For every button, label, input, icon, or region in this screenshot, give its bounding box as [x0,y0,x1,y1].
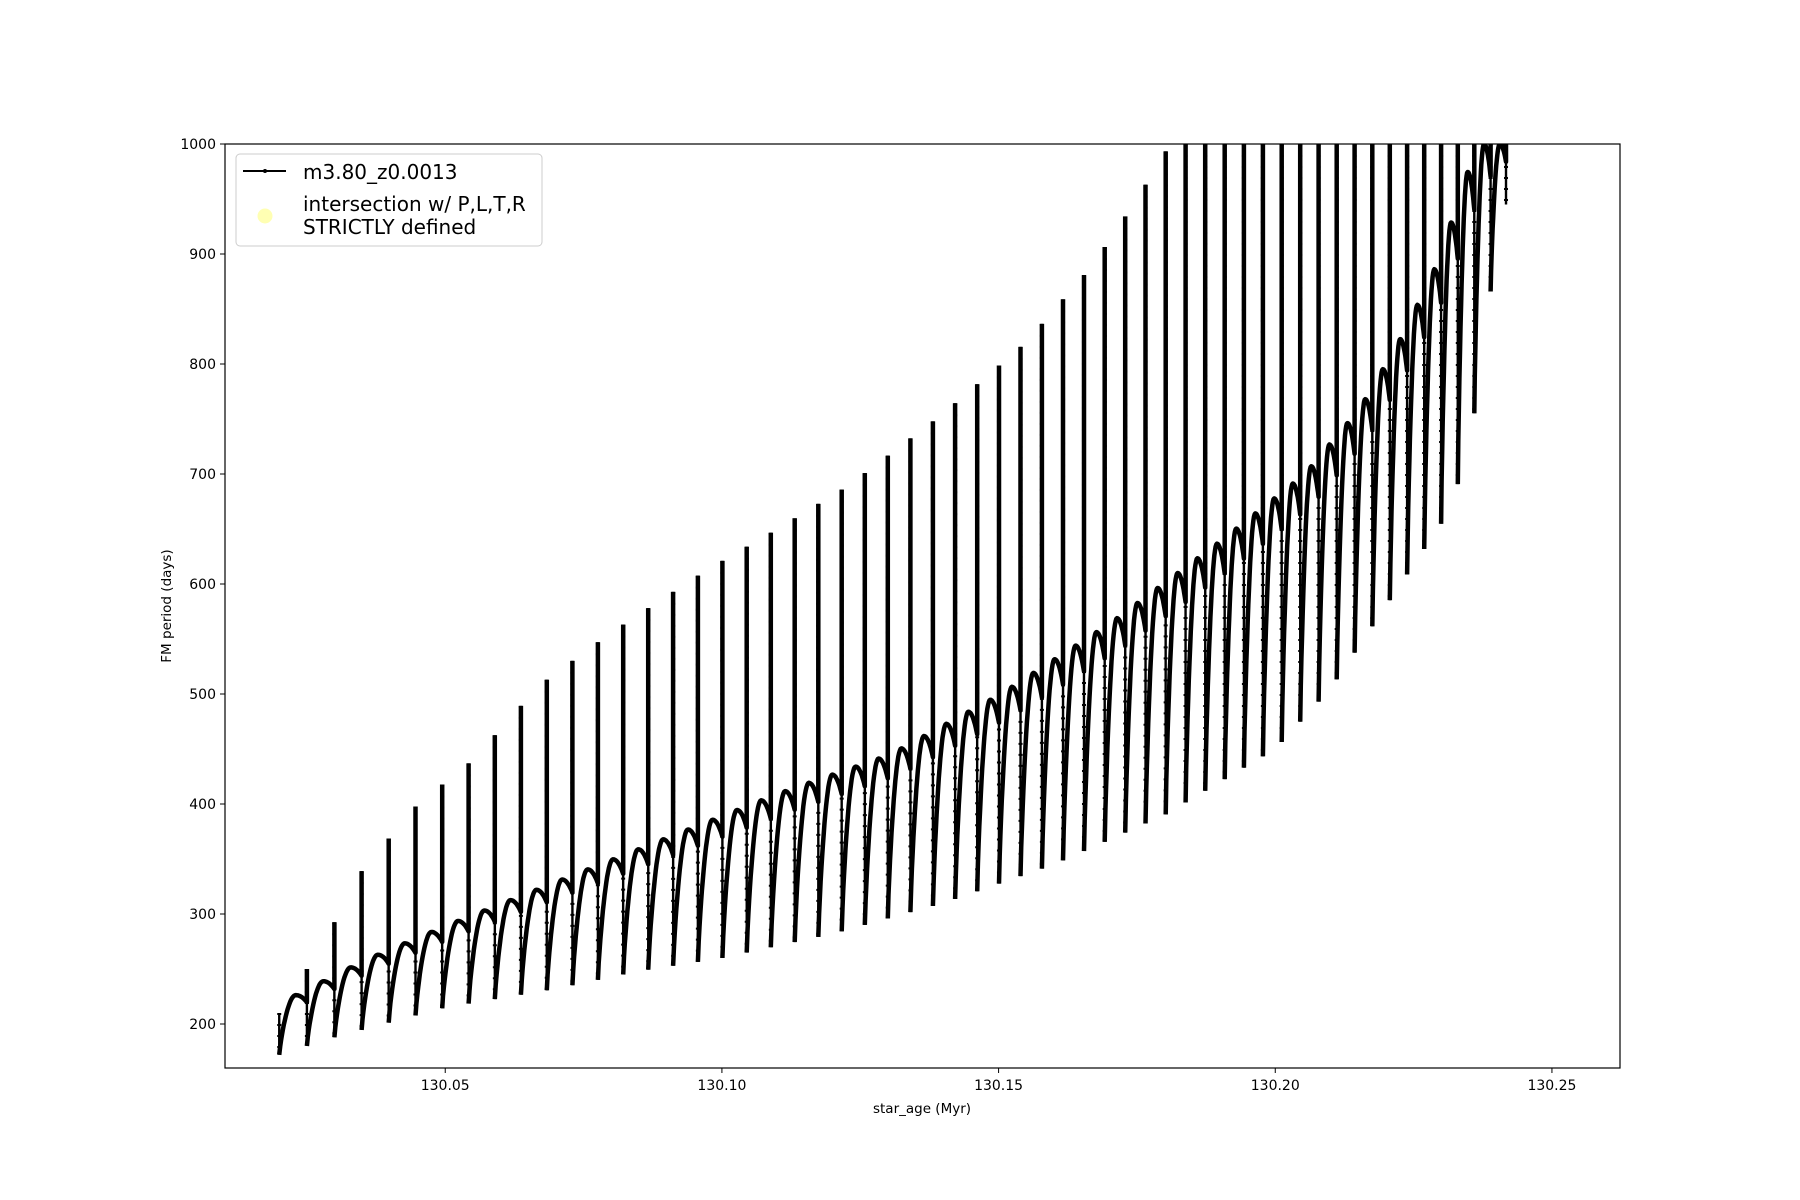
legend-intersection-marker [257,208,273,224]
series-cycle [1122,184,1148,833]
legend-dot-marker [263,169,267,173]
legend: m3.80_z0.0013 intersection w/ P,L,T,R ST… [235,153,543,247]
series-cycle [1222,144,1247,780]
series-cycle [1370,144,1393,627]
series-cycle [885,438,913,919]
legend-label-series: m3.80_z0.0013 [303,160,458,184]
series-cycle [439,763,471,1009]
legend-label-intersection-line2: STRICTLY defined [303,215,476,239]
y-tick-label: 900 [189,247,216,263]
series-cycle [952,384,980,899]
y-tick-label: 700 [189,467,216,483]
series-cycle [1260,144,1284,757]
y-axis: 200 300 400 500 600 700 800 900 1000 [180,137,225,1033]
series-cycle [413,784,445,1016]
x-axis: 130.05 130.10 130.15 130.20 130.25 [421,1068,1576,1094]
series-cycle [768,518,797,948]
y-tick-label: 800 [189,357,216,373]
legend-box [235,153,543,247]
y-tick-label: 600 [189,577,216,593]
y-tick-label: 300 [189,907,216,923]
x-tick-label: 130.20 [1251,1078,1300,1094]
series-cycle [670,575,701,966]
series-cycle [1202,144,1227,791]
series-cycle [1438,144,1461,524]
series-cycle [1039,299,1066,869]
y-tick-label: 400 [189,797,216,813]
x-tick-label: 130.05 [421,1078,470,1094]
series-cycle [1102,216,1128,842]
series-cycle [1183,144,1208,803]
series-cycle [359,838,391,1031]
y-tick-label: 1000 [180,137,216,153]
series-cycle [792,503,821,943]
x-axis-label: star_age (Myr) [873,1101,971,1117]
x-tick-label: 130.25 [1527,1078,1576,1094]
plot-frame [224,143,1621,1069]
series-cycle [304,922,337,1047]
series-cycle [518,679,550,995]
y-tick-label: 200 [189,1017,216,1033]
series-cycle [466,735,498,1004]
series-cycle [1334,144,1357,680]
series-cycle [839,473,868,932]
x-tick-label: 130.10 [697,1078,746,1094]
series-cycle [1060,275,1087,861]
series-cycle [908,421,936,913]
series-cycle [620,608,651,975]
series-cycle [930,403,958,906]
series-cycle [862,455,891,925]
series-cycle [544,660,575,991]
series-cycle [1143,151,1168,824]
series-cycle [1316,144,1339,702]
series-cycle [1421,144,1444,550]
series-cycle [744,532,774,953]
series-cycle [1241,144,1266,768]
series-cycle [720,546,749,958]
series-cycle [1279,144,1303,743]
y-axis-label: FM period (days) [159,549,175,662]
series-cycle [1081,247,1107,852]
series-cycle [1404,144,1427,575]
series-cycle [816,489,844,937]
series-cycle [1018,323,1045,877]
series-cycle [595,624,626,981]
series-cycle [1352,144,1375,653]
series-layer [276,144,1509,1056]
series-cycle [570,642,601,986]
series-cycle [332,871,364,1038]
series-cycle [1488,144,1509,292]
series-cycle [276,969,310,1056]
series-cycle [974,365,1002,892]
y-tick-label: 500 [189,687,216,703]
series-cycle [386,806,418,1023]
series-cycle [1455,144,1477,485]
series-cycle [1472,144,1493,414]
series-cycle [645,591,676,970]
series-cycle [492,705,524,1000]
series-cycle [1387,144,1410,601]
series-cycle [996,346,1023,884]
series-cycle [1163,144,1188,815]
series-cycle [1297,144,1321,722]
legend-label-intersection-line1: intersection w/ P,L,T,R [303,192,526,216]
x-tick-label: 130.15 [974,1078,1023,1094]
series-cycle [695,560,725,962]
